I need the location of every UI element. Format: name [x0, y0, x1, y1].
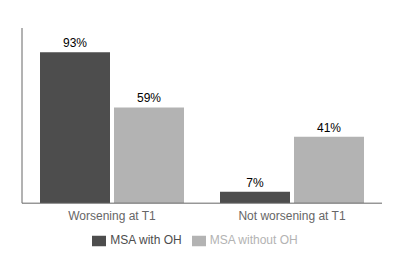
- html-text:MSA with OH: MSA with OH: [110, 233, 182, 248]
- html-text:MSA without OH: MSA without OH: [209, 233, 298, 248]
- svg-text:59%: 59%: [137, 91, 161, 105]
- svg-text:Not worsening at T1: Not worsening at T1: [238, 209, 345, 223]
- svg-text:93%: 93%: [63, 36, 87, 50]
- svg-text:7%: 7%: [246, 176, 264, 190]
- svg-text:Worsening at T1: Worsening at T1: [68, 209, 156, 223]
- svg-text:41%: 41%: [317, 121, 341, 135]
